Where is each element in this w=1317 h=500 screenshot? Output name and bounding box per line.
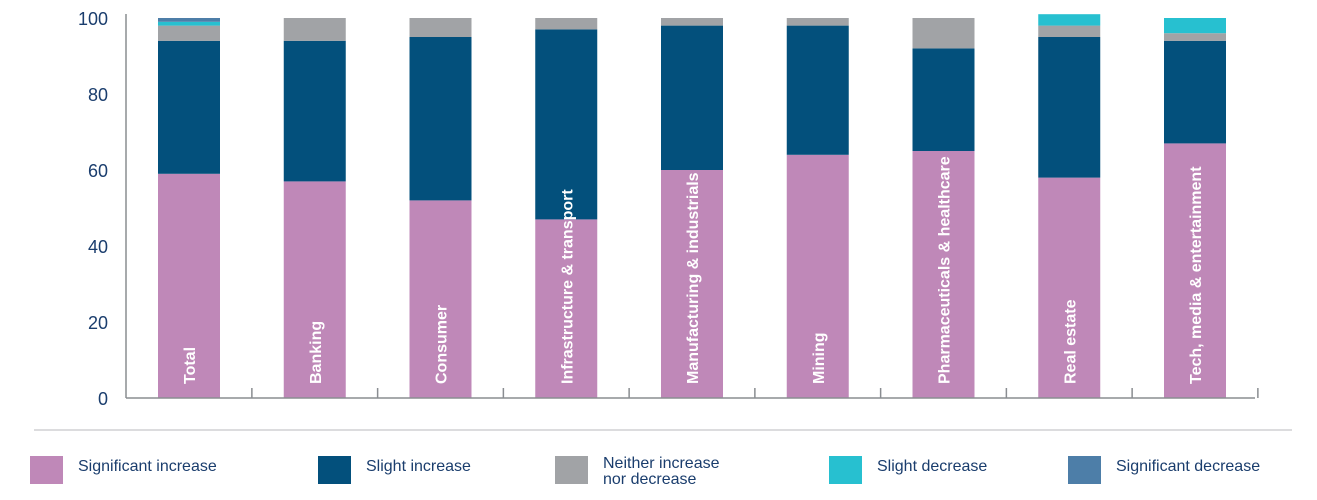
bar-segment — [535, 29, 598, 220]
bar-segment — [661, 170, 723, 398]
bar-segment — [1038, 25, 1101, 37]
category-label: Manufacturing & industrials — [685, 172, 702, 384]
category-label: Tech, media & entertainment — [1188, 166, 1205, 384]
legend-swatch — [30, 456, 63, 484]
y-tick-label: 20 — [88, 313, 108, 333]
legend-swatch — [829, 456, 862, 484]
legend: Significant increase Slight increase Neith… — [0, 456, 1317, 492]
legend-label: Neither increase nor decrease — [603, 456, 720, 488]
y-tick-label: 0 — [98, 389, 108, 409]
bar-segment — [283, 40, 346, 182]
bar-segment — [158, 40, 220, 174]
legend-label-line: Slight increase — [366, 458, 471, 475]
bar-segment — [535, 219, 598, 398]
bar-segment — [158, 25, 220, 41]
bar-segment — [786, 25, 849, 155]
legend-item: Neither increase nor decrease — [555, 456, 720, 492]
legend-label: Significant decrease — [1116, 459, 1260, 475]
bar-segment — [912, 151, 975, 398]
category-label: Infrastructure & transport — [559, 189, 576, 384]
bar-segment — [158, 21, 220, 26]
bar-segment — [1038, 14, 1101, 26]
bar-segment — [1164, 143, 1226, 398]
category-label: Real estate — [1062, 299, 1079, 384]
bar-segment — [409, 200, 472, 398]
legend-label-line: Slight decrease — [877, 458, 988, 475]
category-label: Consumer — [434, 305, 451, 384]
bar-segment — [158, 173, 220, 398]
legend-swatch — [1068, 456, 1101, 484]
legend-item: Slight decrease — [829, 456, 987, 492]
bar-segment — [158, 18, 220, 22]
bar-segment — [535, 18, 598, 30]
bar-segment — [1038, 177, 1101, 398]
y-tick-label: 60 — [88, 161, 108, 181]
bar-segment — [1164, 40, 1226, 144]
bar-segment — [912, 18, 975, 49]
legend-label-line: Significant increase — [78, 458, 217, 475]
bar-segment — [912, 48, 975, 151]
bar-segment — [409, 37, 472, 201]
legend-label-line: Neither increase — [603, 455, 720, 472]
category-label: Total — [182, 347, 199, 384]
bar-segment — [786, 18, 849, 26]
y-tick-label: 40 — [88, 237, 108, 257]
category-label: Banking — [308, 321, 325, 384]
category-label: Mining — [811, 332, 828, 384]
legend-swatch — [318, 456, 351, 484]
legend-label: Slight increase — [366, 459, 471, 475]
legend-item: Slight increase — [318, 456, 471, 492]
bar-segment — [1164, 18, 1226, 34]
bar-segment — [283, 181, 346, 398]
legend-swatch — [555, 456, 588, 484]
legend-item: Significant decrease — [1068, 456, 1260, 492]
legend-label: Slight decrease — [877, 459, 987, 475]
bar-segment — [661, 25, 723, 170]
bar-segment — [1164, 33, 1226, 41]
bar-segment — [409, 18, 472, 37]
bar-segment — [283, 18, 346, 41]
y-tick-label: 100 — [78, 9, 108, 29]
category-label: Pharmaceuticals & healthcare — [937, 156, 954, 384]
bar-segment — [786, 154, 849, 398]
legend-label-line: Significant decrease — [1116, 458, 1261, 475]
legend-label: Significant increase — [78, 459, 217, 475]
bar-segment — [1038, 37, 1101, 178]
legend-label-line: nor decrease — [603, 471, 697, 488]
y-tick-label: 80 — [88, 85, 108, 105]
bar-segment — [661, 18, 723, 26]
legend-item: Significant increase — [30, 456, 217, 492]
